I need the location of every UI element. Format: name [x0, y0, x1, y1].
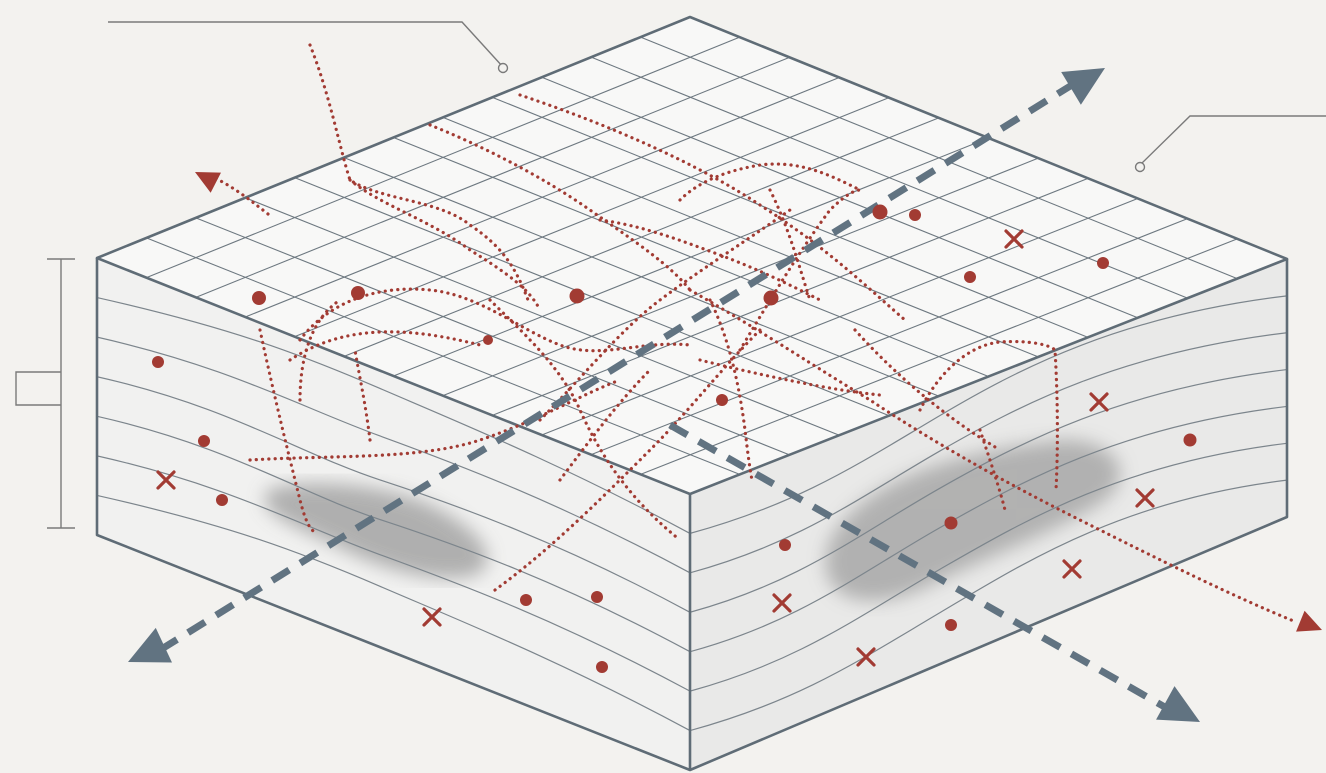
- red-arrowhead-icon: [195, 172, 221, 193]
- callout-top-right: [1134, 115, 1326, 173]
- red-path: [288, 330, 482, 362]
- left-deposit: [264, 483, 488, 579]
- grid-line: [640, 36, 1238, 280]
- point-marker-icon: [944, 516, 958, 530]
- strata-line: [97, 376, 690, 613]
- depth-bracket: [15, 258, 75, 529]
- red-path: [348, 178, 542, 312]
- point-marker-icon: [779, 539, 791, 551]
- cross-marker-icon: [156, 470, 176, 490]
- cross-marker-icon: [422, 607, 442, 627]
- red-path: [768, 188, 812, 302]
- right-deposit: [825, 439, 1121, 601]
- red-path: [428, 123, 692, 292]
- top-surface-grid: [146, 36, 1238, 475]
- cross-marker-icon: [1135, 488, 1155, 508]
- red-arrowhead-icon: [1296, 610, 1322, 632]
- strata-line: [690, 479, 1287, 732]
- point-marker-icon: [716, 394, 728, 406]
- red-path: [738, 188, 862, 352]
- flow-arrow-line: [158, 77, 1082, 653]
- red-path: [258, 328, 317, 534]
- red-path: [678, 162, 862, 202]
- point-marker-icon: [152, 356, 164, 368]
- blue-arrowhead-icon: [1156, 686, 1200, 722]
- strata-line: [690, 332, 1287, 574]
- cross-markers: [156, 229, 1155, 667]
- point-marker-icon: [216, 494, 228, 506]
- blue-arrowhead-icon: [1061, 68, 1105, 105]
- point-marker-icon: [520, 594, 532, 606]
- point-marker-icon: [909, 209, 921, 221]
- cross-marker-icon: [1062, 559, 1082, 579]
- point-markers: [152, 204, 1197, 673]
- flow-arrow-line: [668, 421, 1172, 714]
- point-marker-icon: [569, 288, 585, 304]
- point-marker-icon: [483, 335, 493, 345]
- strata-line: [690, 442, 1287, 692]
- cross-marker-icon: [1004, 229, 1024, 249]
- red-dotted-paths: [195, 43, 1322, 632]
- point-marker-icon: [763, 290, 779, 306]
- cross-marker-icon: [772, 593, 792, 613]
- point-marker-icon: [596, 661, 608, 673]
- point-marker-icon: [1097, 257, 1109, 269]
- block-edges: [95, 15, 1289, 772]
- red-path: [598, 218, 822, 302]
- red-path: [353, 348, 372, 442]
- strata-line: [690, 295, 1287, 535]
- red-path: [708, 298, 754, 482]
- strata-line: [97, 415, 690, 653]
- red-path: [308, 43, 530, 302]
- strata-line: [690, 368, 1287, 613]
- red-path: [213, 176, 270, 216]
- strata-line: [97, 455, 690, 692]
- point-marker-icon: [198, 435, 210, 447]
- red-path: [493, 328, 762, 592]
- grid-line: [590, 218, 1188, 456]
- point-marker-icon: [1183, 433, 1197, 447]
- red-path: [248, 378, 622, 462]
- blue-arrowhead-icon: [128, 627, 172, 663]
- strata-line: [97, 296, 690, 534]
- red-path: [853, 328, 1002, 452]
- strata-line: [97, 336, 690, 574]
- callout-top-left: [108, 21, 509, 74]
- red-path: [518, 93, 907, 322]
- red-path: [538, 208, 792, 422]
- red-path: [488, 298, 682, 542]
- point-marker-icon: [252, 291, 266, 305]
- strata-line: [97, 494, 690, 732]
- red-path: [298, 298, 342, 402]
- red-path: [688, 288, 1298, 624]
- point-marker-icon: [591, 591, 603, 603]
- point-marker-icon: [945, 619, 957, 631]
- cross-marker-icon: [856, 647, 876, 667]
- grid-line: [640, 238, 1238, 475]
- flow-arrows: [128, 68, 1200, 722]
- red-path: [918, 339, 1059, 492]
- strata-lines: [97, 295, 1287, 732]
- point-marker-icon: [964, 271, 976, 283]
- point-marker-icon: [351, 286, 365, 300]
- cross-marker-icon: [1089, 392, 1109, 412]
- red-path: [698, 358, 882, 397]
- point-marker-icon: [872, 204, 888, 220]
